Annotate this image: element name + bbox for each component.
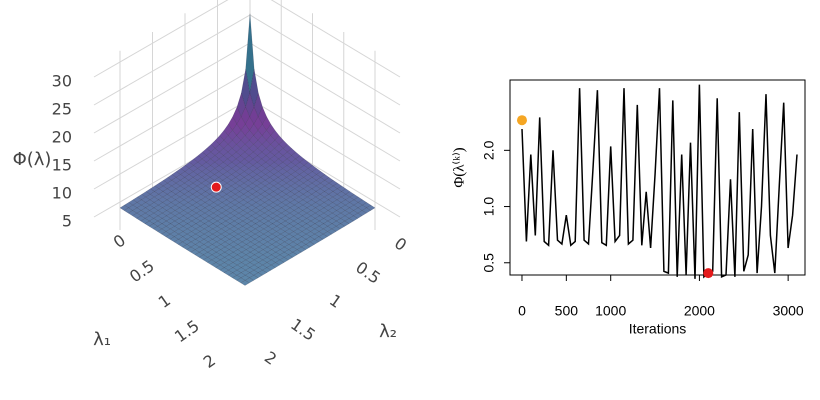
x-tick-label: 500 <box>555 303 579 319</box>
y-tick-label: 0.5 <box>481 253 497 273</box>
x-tick-label: 3000 <box>773 303 804 319</box>
x-tick-label: 1.5 <box>171 316 203 346</box>
highlight-point <box>703 268 714 279</box>
y-tick-label: 2.0 <box>481 140 497 160</box>
surface-facet <box>240 280 250 286</box>
x-axis-label: λ₁ <box>93 329 111 350</box>
y-tick-label: 0.5 <box>352 258 384 288</box>
wall-grid-line <box>93 0 401 78</box>
x-tick-label: 1 <box>155 290 174 311</box>
y-axis-label: Φ(λ⁽ᵏ⁾) <box>451 147 467 187</box>
x-axis-label: Iterations <box>629 321 687 337</box>
z-tick-label: 30 <box>52 72 72 91</box>
trace-panel: 0 500 1000 2000 3000 0.5 1.0 2.0 Iterations Φ(λ⁽ᵏ… <box>451 79 806 337</box>
z-tick-label: 15 <box>52 156 72 175</box>
y-tick-label: 0 <box>391 233 410 254</box>
z-tick-label: 20 <box>52 128 72 147</box>
x-tick-label: 1000 <box>595 303 626 319</box>
y-tick-label: 1.5 <box>287 315 319 345</box>
y-tick-label: 1 <box>326 290 345 311</box>
x-tick-label: 0 <box>110 230 129 251</box>
trace-line <box>521 84 798 279</box>
z-tick-label: 10 <box>52 184 72 203</box>
plot-box <box>509 79 806 276</box>
y-tick-label: 1.0 <box>481 197 497 217</box>
x-tick-label: 2000 <box>684 303 715 319</box>
highlight-point <box>210 181 222 193</box>
y-tick-label: 2 <box>261 347 280 368</box>
x-tick-label: 0.5 <box>126 256 158 286</box>
z-tick-label: 25 <box>52 100 72 119</box>
x-tick-label: 2 <box>200 350 219 371</box>
x-tick-label: 0 <box>518 303 526 319</box>
z-axis-label: Φ(λ) <box>13 149 52 170</box>
highlight-point <box>516 115 527 126</box>
y-axis-label: λ₂ <box>379 321 397 342</box>
z-tick-label: 5 <box>62 212 72 231</box>
surface <box>119 13 376 286</box>
